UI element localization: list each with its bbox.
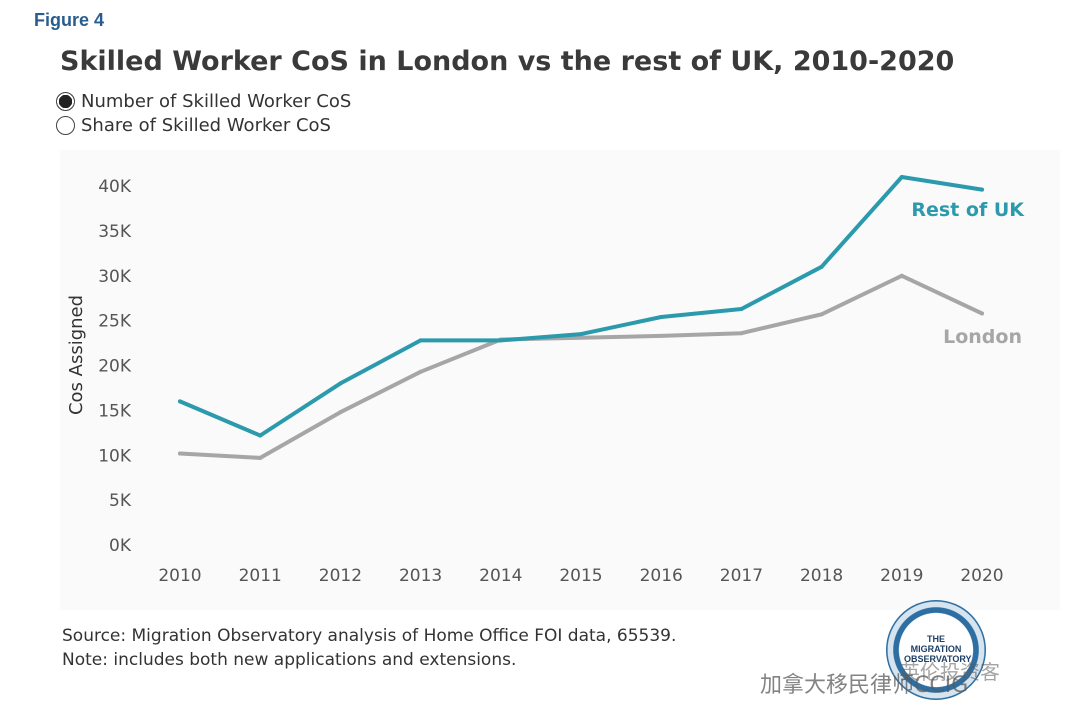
data-point xyxy=(739,306,744,311)
data-point xyxy=(498,338,503,343)
x-tick-label: 2020 xyxy=(960,566,1003,586)
data-point xyxy=(178,451,182,456)
y-tick-label: 20K xyxy=(98,357,132,377)
x-tick-label: 2014 xyxy=(479,566,522,586)
migration-observatory-logo: THE MIGRATION OBSERVATORY xyxy=(886,600,986,700)
x-tick-label: 2015 xyxy=(559,566,602,586)
x-tick-label: 2010 xyxy=(158,566,201,586)
x-tick-label: 2018 xyxy=(800,566,843,586)
plot-background xyxy=(60,150,1060,610)
toggle-share-label: Share of Skilled Worker CoS xyxy=(81,115,331,136)
toggle-number-label: Number of Skilled Worker CoS xyxy=(81,91,352,112)
data-point xyxy=(178,399,182,404)
watermark: 加拿大移民律师CCIG xyxy=(760,673,969,698)
x-tick-label: 2013 xyxy=(399,566,442,586)
x-tick-label: 2011 xyxy=(239,566,282,586)
x-axis: 2010 2011 2012 2013 2014 2015 2016 2017 2018 2019… xyxy=(158,566,1003,586)
y-tick-label: 30K xyxy=(98,267,132,287)
data-point xyxy=(739,331,744,336)
data-point xyxy=(338,410,343,415)
data-point xyxy=(418,338,423,343)
y-tick-label: 10K xyxy=(98,446,132,466)
data-point xyxy=(659,315,664,320)
y-tick-label: 40K xyxy=(98,177,132,197)
footnote: Note: includes both new applications and… xyxy=(62,650,517,670)
logo-text-line3: OBSERVATORY xyxy=(904,654,972,664)
figure-label: Figure 4 xyxy=(34,10,105,30)
data-point xyxy=(819,312,824,317)
x-tick-label: 2017 xyxy=(720,566,763,586)
logo-text-line2: MIGRATION xyxy=(910,644,962,654)
chart-title: Skilled Worker CoS in London vs the rest… xyxy=(60,46,955,77)
data-point xyxy=(579,332,583,337)
x-tick-label: 2019 xyxy=(880,566,923,586)
y-tick-label: 0K xyxy=(109,536,132,556)
data-point xyxy=(980,187,984,192)
series-group xyxy=(178,175,984,460)
logo-text-line1: THE xyxy=(927,634,945,644)
data-point xyxy=(659,333,664,338)
series-label-london: London xyxy=(943,326,1022,348)
source-note: Source: Migration Observatory analysis o… xyxy=(62,626,677,646)
data-point xyxy=(258,433,263,438)
x-tick-label: 2012 xyxy=(319,566,362,586)
toggle-number-option[interactable]: Number of Skilled Worker CoS xyxy=(56,91,351,112)
data-point xyxy=(980,311,984,316)
series-label-rest-of-uk: Rest of UK xyxy=(911,199,1025,221)
data-point xyxy=(899,273,904,278)
radio-selected-icon[interactable] xyxy=(56,92,75,111)
y-axis-title: Cos Assigned xyxy=(66,295,87,415)
data-point xyxy=(899,175,904,180)
y-tick-label: 15K xyxy=(98,401,132,421)
watermark-secondary: 英伦投资客 xyxy=(900,660,1000,684)
data-point xyxy=(258,455,263,460)
y-axis: 0K 5K 10K 15K 20K 25K 30K 35K 40K xyxy=(98,177,132,556)
data-point xyxy=(819,264,824,269)
data-point xyxy=(579,335,583,340)
y-tick-label: 5K xyxy=(109,491,132,511)
y-tick-label: 25K xyxy=(98,312,132,332)
radio-unselected-icon[interactable] xyxy=(56,116,75,135)
data-point xyxy=(338,381,343,386)
toggle-share-option[interactable]: Share of Skilled Worker CoS xyxy=(56,115,331,136)
x-tick-label: 2016 xyxy=(640,566,683,586)
data-point xyxy=(418,369,423,374)
y-tick-label: 35K xyxy=(98,222,132,242)
